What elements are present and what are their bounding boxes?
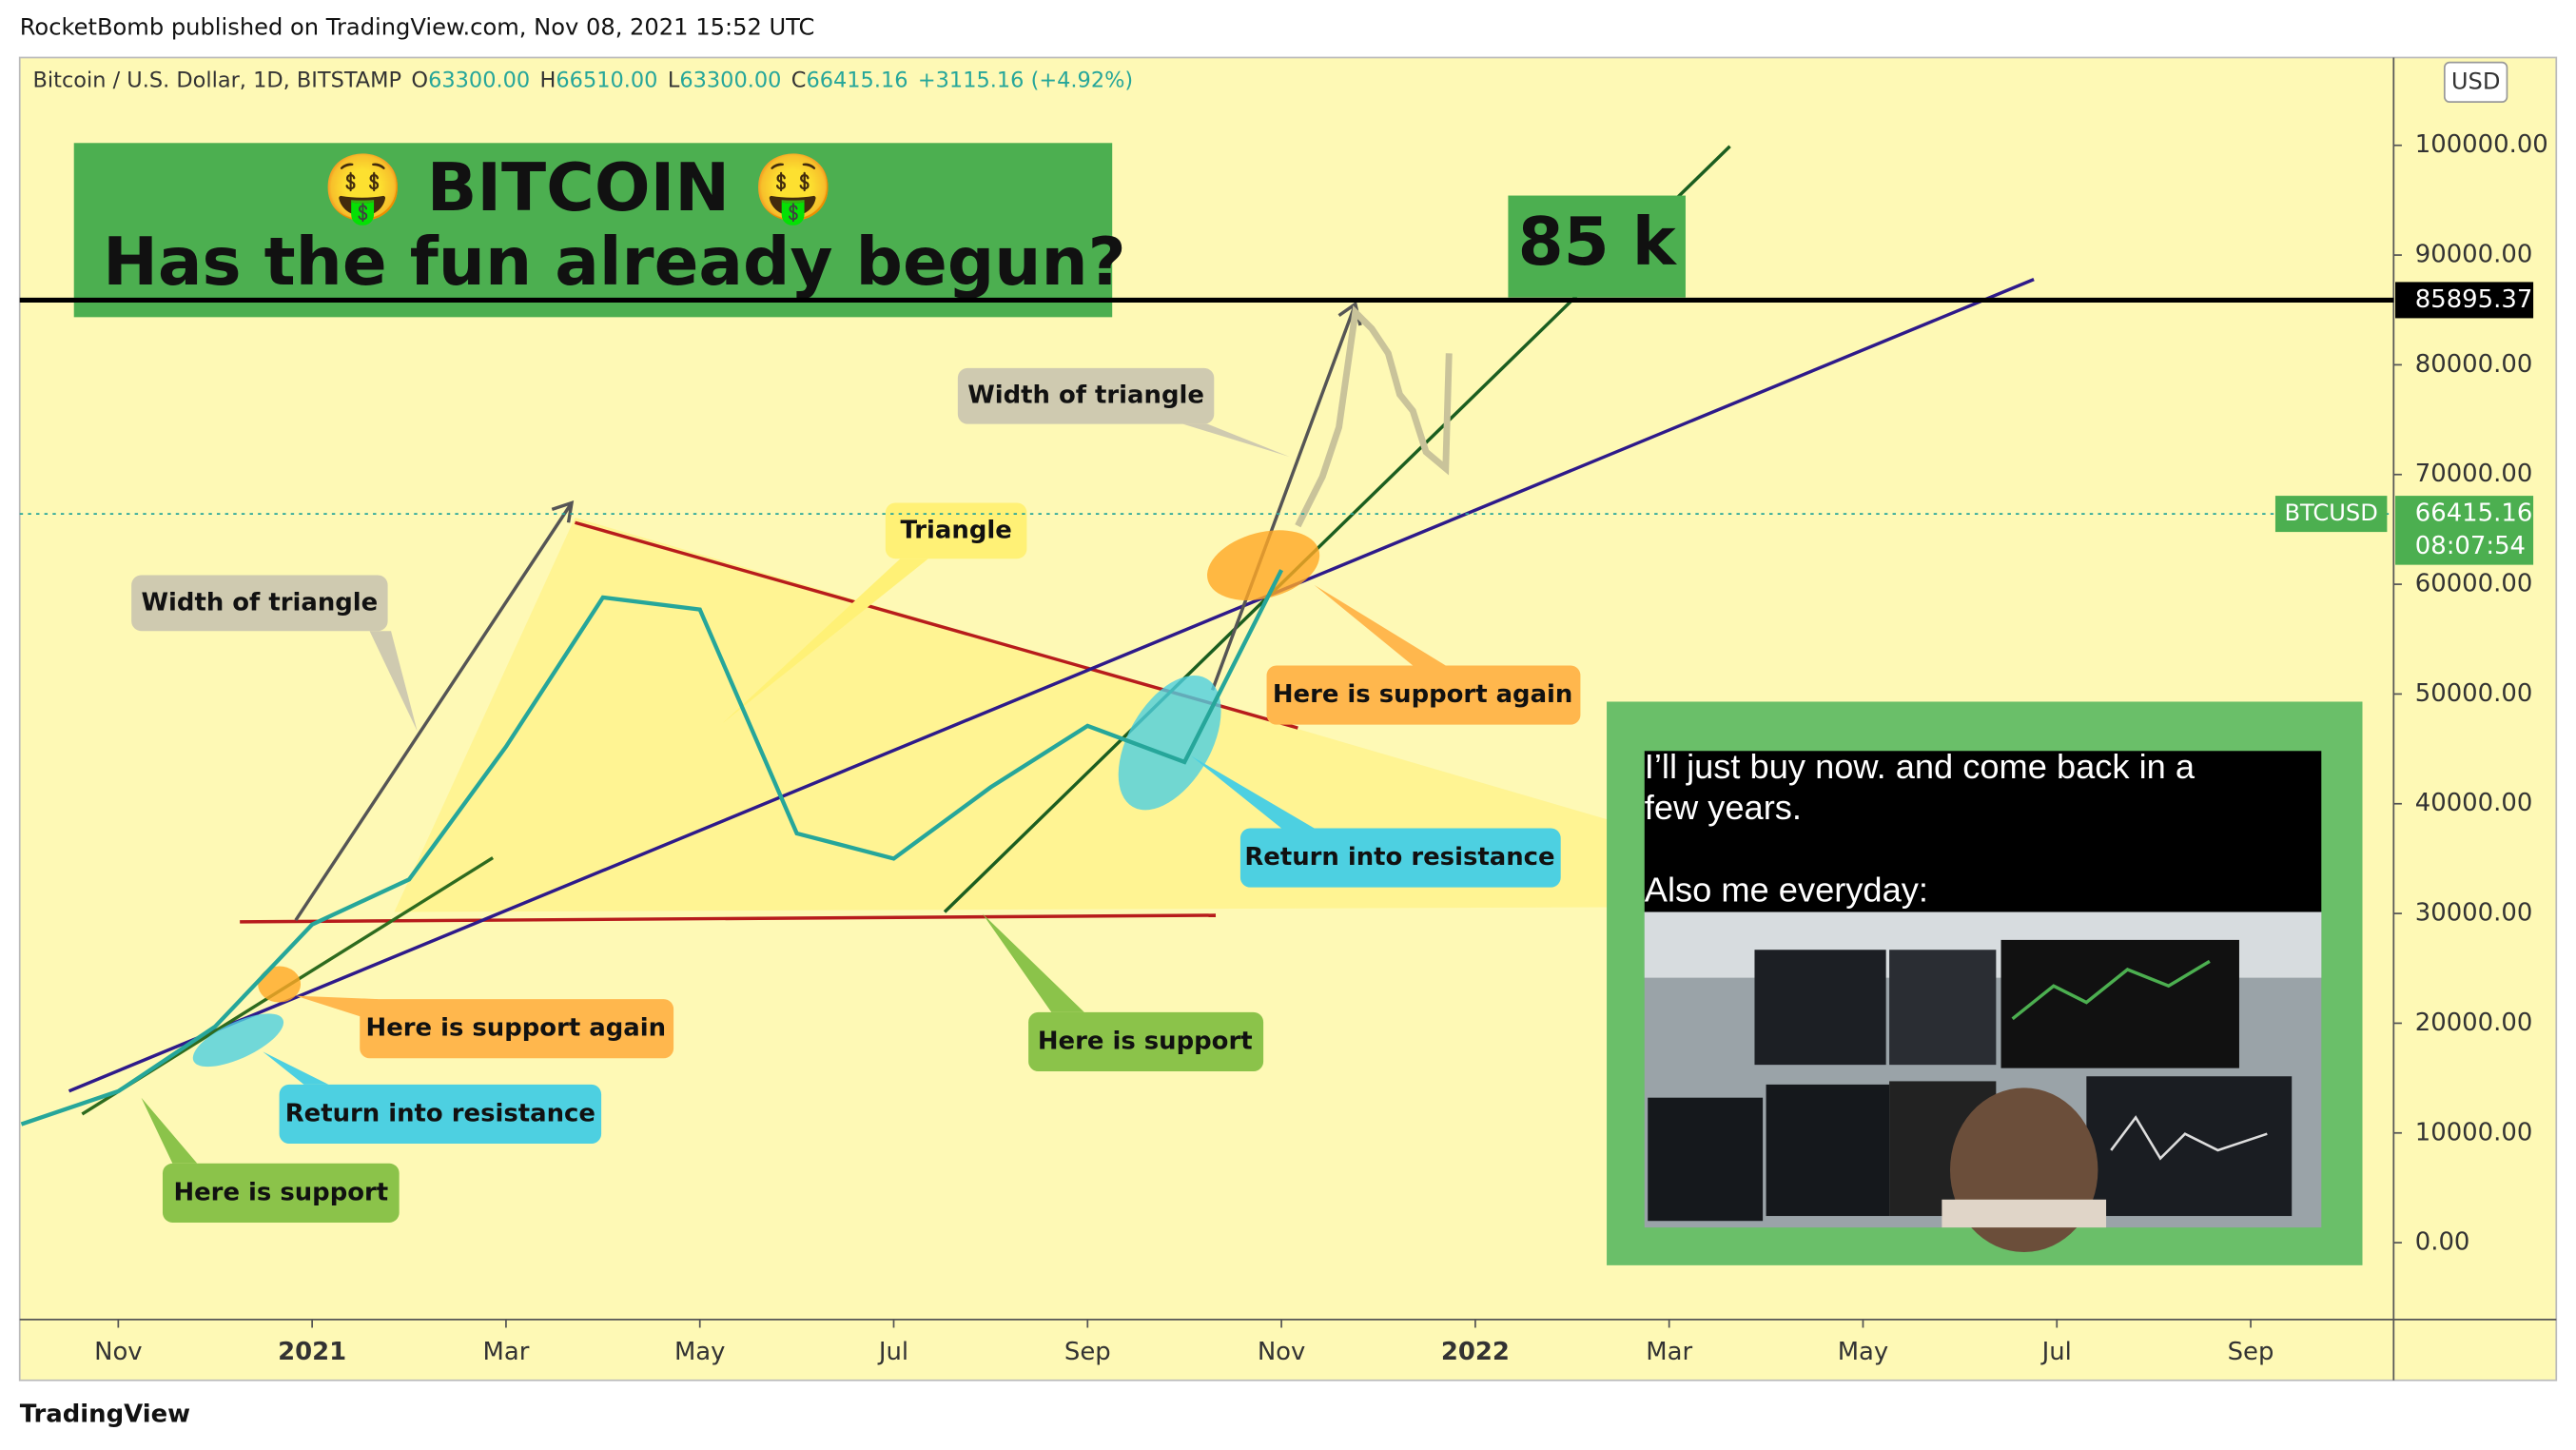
arrow xyxy=(1210,303,1357,691)
ohlc-key: C xyxy=(791,68,807,92)
annotation-box xyxy=(279,1084,602,1145)
meme-image xyxy=(1644,911,2322,1253)
meme-text: Also me everyday: xyxy=(1645,870,1928,909)
series-layer xyxy=(20,569,1284,1127)
trend-line xyxy=(68,278,2035,1093)
series-label-box xyxy=(2274,496,2388,533)
annotation-box xyxy=(885,502,1027,559)
arrow xyxy=(294,501,574,922)
ohlc-value: 66510.00 xyxy=(556,68,657,92)
title-box xyxy=(73,143,1113,318)
countdown: 08:07:54 xyxy=(2415,532,2526,560)
callout-tail xyxy=(295,995,379,1023)
level-label-box xyxy=(2395,282,2534,319)
meme-text: few years. xyxy=(1645,788,1802,827)
ohlc-key: O xyxy=(411,68,428,92)
annotation: Triangle xyxy=(900,516,1011,544)
publisher: RocketBomb published on TradingView.com,… xyxy=(20,13,815,40)
y-tick-label: 20000.00 xyxy=(2415,1009,2533,1037)
ohlc-key: L xyxy=(668,68,680,92)
trend-line xyxy=(240,913,1217,924)
meme-text-box xyxy=(1644,751,2322,912)
y-tick-label: 10000.00 xyxy=(2415,1118,2533,1146)
annotation: Here is support xyxy=(1038,1027,1253,1055)
x-tick-label: May xyxy=(1838,1338,1889,1366)
price-line xyxy=(20,569,1284,1127)
legend-text: Bitcoin / U.S. Dollar, 1D, BITSTAMP O6330… xyxy=(33,68,1134,92)
last-price-box xyxy=(2395,496,2534,565)
change: +3115.16 (+4.92%) xyxy=(918,68,1133,92)
ohlc-key: H xyxy=(540,68,556,92)
y-tick-label: 0.00 xyxy=(2415,1228,2470,1257)
annotation-box xyxy=(1028,1011,1264,1072)
annotation-box xyxy=(131,575,388,632)
x-tick-label: 2022 xyxy=(1441,1338,1510,1366)
last-price-label: 66415.16 xyxy=(2415,500,2533,528)
x-tick-label: Mar xyxy=(482,1338,529,1366)
highlight xyxy=(1118,675,1221,811)
meme-text: I’ll just buy now. and come back in a xyxy=(1645,747,2195,786)
highlight xyxy=(192,1013,284,1068)
x-tick-label: Nov xyxy=(94,1338,143,1366)
x-tick-label: Mar xyxy=(1646,1338,1692,1366)
y-tick-label: 100000.00 xyxy=(2415,130,2548,159)
annotation-box xyxy=(360,999,674,1059)
annotation: Here is support again xyxy=(366,1014,667,1043)
chart-subtitle: Has the fun already begun? xyxy=(103,225,1126,301)
annotation-box xyxy=(957,367,1215,424)
target: 85 k xyxy=(1518,205,1678,281)
currency: USD xyxy=(2451,68,2501,94)
x-tick-label: Jul xyxy=(2040,1338,2072,1366)
x-tick-label: Jul xyxy=(877,1338,908,1366)
level-label: 85895.37 xyxy=(2415,285,2533,314)
annotation-box xyxy=(162,1163,400,1223)
symbol: Bitcoin / U.S. Dollar, 1D, BITSTAMP xyxy=(33,68,402,92)
footer: TradingView xyxy=(20,1401,190,1429)
y-tick-label: 50000.00 xyxy=(2415,679,2533,708)
ohlc-value: 63300.00 xyxy=(428,68,530,92)
annotation: Return into resistance xyxy=(285,1099,595,1127)
annotation: Width of triangle xyxy=(967,382,1204,410)
callout-tail xyxy=(722,558,928,723)
y-tick-label: 40000.00 xyxy=(2415,789,2533,817)
x-tick-label: Sep xyxy=(1064,1338,1111,1366)
annotation: Width of triangle xyxy=(141,588,378,617)
currency-box xyxy=(2443,61,2508,103)
chart-title: 🤑 BITCOIN 🤑 xyxy=(322,150,835,227)
annotation-box xyxy=(1266,665,1581,725)
ohlc-value: 63300.00 xyxy=(679,68,781,92)
annotation: Here is support again xyxy=(1273,680,1573,709)
target-box xyxy=(1508,195,1686,298)
legend: Bitcoin / U.S. Dollar, 1D, BITSTAMP O6330… xyxy=(33,68,1134,92)
callout-tail xyxy=(982,913,1084,1012)
y-tick-label: 80000.00 xyxy=(2415,350,2533,379)
y-tick-label: 30000.00 xyxy=(2415,899,2533,928)
triangle-fill xyxy=(394,518,1644,912)
x-tick-label: 2021 xyxy=(278,1338,346,1366)
ohlc-value: 66415.16 xyxy=(806,68,907,92)
x-tick-label: Nov xyxy=(1258,1338,1306,1366)
highlight xyxy=(258,966,302,1003)
y-tick-label: 60000.00 xyxy=(2415,570,2533,598)
x-tick-label: May xyxy=(674,1338,726,1366)
series-label: BTCUSD xyxy=(2284,500,2377,526)
y-tick-label: 90000.00 xyxy=(2415,241,2533,269)
highlight xyxy=(1207,530,1320,600)
axes-layer: 0.00 10000.00 20000.00 30000.00 40000.00 5000… xyxy=(19,130,2548,1366)
annotation: Return into resistance xyxy=(1244,843,1554,872)
arrow-head xyxy=(551,500,575,523)
annotation: Here is support xyxy=(173,1178,388,1206)
annotation-box xyxy=(1239,828,1561,888)
y-tick-label: 70000.00 xyxy=(2415,460,2533,488)
projection xyxy=(1295,304,1453,528)
x-tick-label: Sep xyxy=(2228,1338,2274,1366)
